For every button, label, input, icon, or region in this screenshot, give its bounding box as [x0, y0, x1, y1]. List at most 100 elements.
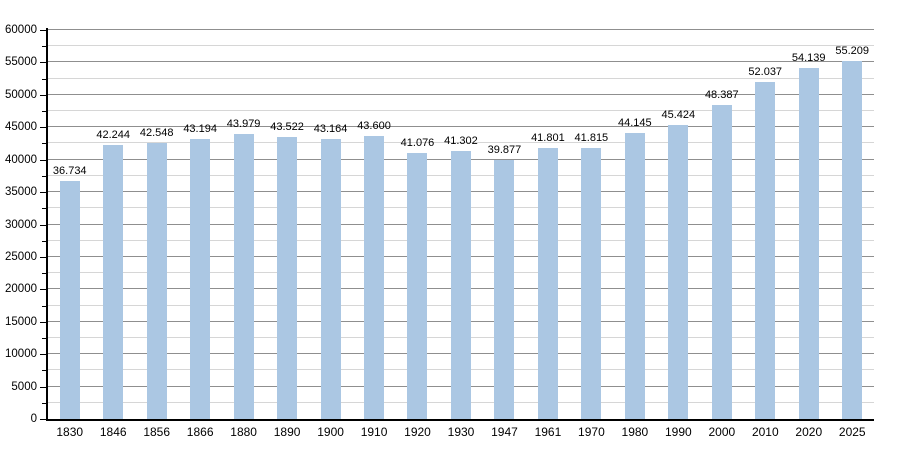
bar-value-label-1930: 41.302 — [444, 135, 478, 148]
y-tick-label-0: 0 — [30, 413, 37, 425]
y-major-tick — [40, 62, 46, 64]
y-minor-tick — [42, 240, 46, 242]
major-gridline — [48, 126, 874, 128]
y-major-tick — [40, 321, 46, 323]
y-minor-tick — [42, 208, 46, 210]
y-minor-tick — [42, 305, 46, 307]
bar-value-label-2020: 54.139 — [791, 52, 826, 64]
y-tick-label-40000: 40000 — [5, 153, 37, 166]
bar-slot-1880: 43.979 — [222, 30, 265, 419]
y-minor-tick — [42, 337, 46, 339]
bar-1990 — [668, 124, 689, 419]
x-tick-label-1910: 1910 — [360, 425, 388, 439]
x-tick-label-1866: 1866 — [186, 425, 214, 439]
y-minor-tick — [42, 370, 46, 372]
bar-1830 — [59, 180, 80, 419]
bar-slot-1947: 39.877 — [483, 30, 526, 419]
bar-value-label-1961: 41.801 — [531, 132, 565, 144]
bar-value-label-1846: 42.244 — [96, 129, 131, 142]
y-tick-label-55000: 55000 — [5, 56, 37, 69]
bar-slot-2010: 52.037 — [744, 30, 787, 419]
bar-slot-1890: 43.522 — [265, 30, 308, 419]
y-major-tick — [40, 224, 46, 226]
minor-gridline — [48, 45, 874, 47]
bar-slot-1856: 42.548 — [135, 30, 178, 419]
bar-value-label-1856: 42.548 — [139, 127, 174, 140]
y-major-tick — [40, 256, 46, 258]
x-tick-label-1846: 1846 — [99, 425, 127, 439]
major-gridline — [48, 61, 874, 63]
bar-slot-1961: 41.801 — [526, 30, 569, 419]
bar-value-label-1880: 43.979 — [226, 117, 261, 130]
x-tick-label-1900: 1900 — [317, 425, 344, 439]
bar-1970 — [581, 147, 602, 419]
minor-gridline — [48, 142, 874, 144]
x-tick-label-1961: 1961 — [534, 425, 562, 439]
bar-value-label-1920: 41.076 — [400, 136, 435, 149]
y-tick-label-20000: 20000 — [5, 283, 37, 296]
bar-slot-1900: 43.164 — [309, 30, 352, 419]
bar-value-label-1890: 43.522 — [270, 120, 304, 133]
bar-slot-2000: 48.387 — [700, 30, 743, 419]
bar-slot-1866: 43.194 — [178, 30, 221, 419]
bar-slot-2025: 55.209 — [830, 30, 873, 419]
bar-2000 — [711, 105, 732, 419]
x-tick-label-1856: 1856 — [143, 425, 171, 439]
bar-2010 — [755, 81, 776, 419]
y-major-tick — [40, 289, 46, 291]
bar-slot-1970: 41.815 — [570, 30, 613, 419]
minor-gridline — [48, 110, 874, 112]
y-tick-label-15000: 15000 — [5, 315, 37, 328]
bar-1910 — [364, 136, 385, 419]
bar-2020 — [798, 68, 819, 419]
y-minor-tick — [42, 111, 46, 113]
y-tick-label-50000: 50000 — [5, 88, 37, 101]
y-minor-tick — [42, 78, 46, 80]
major-gridline — [48, 93, 874, 95]
bar-1947 — [494, 160, 515, 419]
bar-slot-1980: 44.145 — [613, 30, 656, 419]
bar-value-label-1947: 39.877 — [487, 144, 522, 157]
x-axis-line — [46, 419, 874, 421]
y-minor-tick — [42, 402, 46, 404]
y-tick-label-35000: 35000 — [5, 186, 37, 199]
bar-slot-1910: 43.600 — [352, 30, 395, 419]
bar-slot-1846: 42.244 — [91, 30, 134, 419]
x-tick-label-2000: 2000 — [708, 425, 736, 439]
bar-2025 — [842, 61, 863, 419]
bar-value-label-1970: 41.815 — [574, 131, 609, 144]
y-minor-tick — [42, 175, 46, 177]
x-tick-label-1947: 1947 — [491, 425, 518, 439]
major-gridline — [48, 29, 874, 30]
y-axis-line — [46, 28, 48, 421]
y-major-tick — [40, 30, 46, 31]
x-tick-label-2010: 2010 — [751, 425, 779, 439]
y-major-tick — [40, 192, 46, 194]
x-tick-label-1890: 1890 — [273, 425, 301, 439]
bar-1930 — [450, 151, 471, 419]
bar-1961 — [537, 148, 558, 419]
y-major-tick — [40, 386, 46, 388]
y-major-tick — [40, 419, 46, 420]
bar-1880 — [233, 133, 254, 419]
bar-value-label-1900: 43.164 — [313, 123, 348, 136]
bar-value-label-1830: 36.734 — [52, 164, 87, 177]
y-major-tick — [40, 94, 46, 96]
bar-slot-1830: 36.734 — [48, 30, 91, 419]
y-tick-label-25000: 25000 — [5, 250, 37, 263]
bar-1890 — [277, 136, 298, 419]
y-tick-label-45000: 45000 — [5, 121, 37, 134]
bar-1846 — [103, 145, 124, 419]
y-tick-label-10000: 10000 — [5, 348, 37, 361]
y-tick-label-30000: 30000 — [5, 218, 37, 231]
bar-value-label-1990: 45.424 — [661, 108, 696, 121]
x-tick-label-1980: 1980 — [621, 425, 649, 439]
x-tick-label-2020: 2020 — [795, 425, 823, 439]
x-tick-label-2025: 2025 — [838, 425, 866, 439]
bar-1856 — [146, 143, 167, 419]
bar-slot-1990: 45.424 — [657, 30, 700, 419]
x-tick-label-1880: 1880 — [230, 425, 257, 439]
bar-1866 — [190, 138, 211, 419]
bar-value-label-2010: 52.037 — [748, 65, 783, 78]
